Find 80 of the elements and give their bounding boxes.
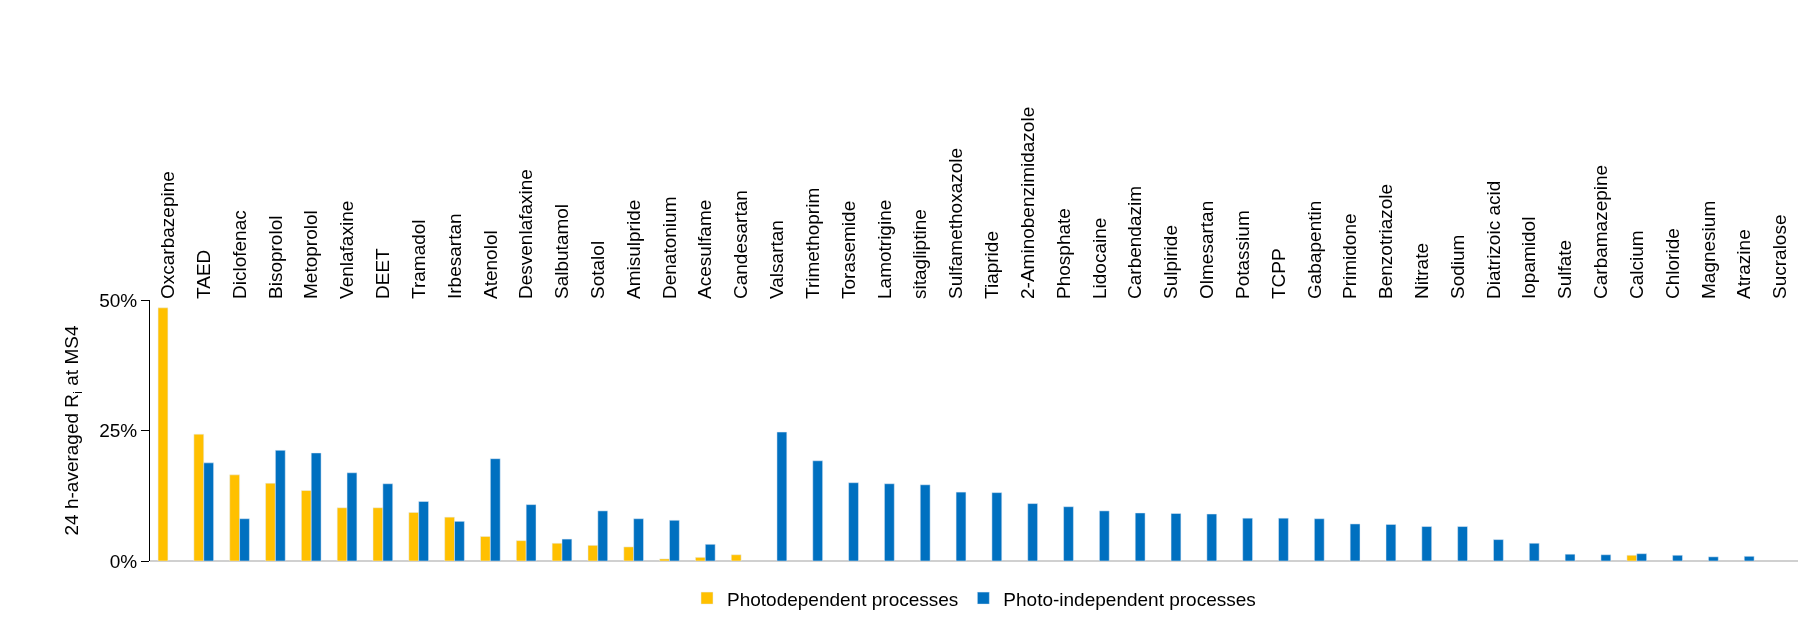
x-tick-label: Lamotrigine [873, 199, 895, 299]
y-tick-label: 50% [99, 289, 138, 311]
x-tick-label: Bisoprolol [264, 215, 286, 299]
x-tick-label: Sotalol [587, 240, 609, 299]
x-tick-label: Magnesium [1697, 200, 1719, 299]
bar [955, 491, 967, 561]
bar [1600, 554, 1612, 561]
x-tick-label: Candesartan [730, 190, 752, 299]
x-tick-label: Tramadol [407, 219, 429, 299]
x-tick-label: Metoprolol [300, 210, 322, 299]
bar [920, 484, 931, 561]
x-tick-label: Primidone [1339, 213, 1361, 299]
bar [848, 482, 859, 561]
x-tick-label: Sulfate [1554, 239, 1576, 299]
x-tick-label: Iopamidol [1518, 216, 1540, 299]
legend-label: Photodependent processes [727, 588, 959, 610]
x-tick-label: Torasemide [837, 200, 859, 299]
x-tick-label: Tiapride [981, 231, 1003, 299]
y-tick-label: 0% [109, 550, 138, 572]
x-tick-label: Trimethoprim [801, 187, 823, 299]
bar [1493, 539, 1504, 561]
x-tick-label: Carbendazim [1124, 186, 1146, 299]
x-tick-label: Amisulpride [622, 199, 644, 299]
bar [1134, 512, 1146, 561]
bar [1564, 553, 1576, 561]
x-tick-label: DEET [372, 247, 394, 299]
x-tick-label: Atrazine [1733, 229, 1755, 299]
bar [1063, 506, 1074, 561]
x-tick-label: Nitrate [1411, 243, 1433, 299]
bar [1349, 523, 1361, 561]
bar [1529, 543, 1540, 561]
bar [1206, 513, 1217, 561]
legend-label: Photo-independent processes [1003, 588, 1256, 610]
x-tick-label: Venlafaxine [336, 200, 358, 299]
x-tick-label: Olmesartan [1196, 200, 1218, 299]
bar [1708, 556, 1719, 561]
x-tick-label: Benzotriazole [1375, 183, 1397, 299]
x-tick-label: Irbesartan [443, 213, 465, 299]
x-tick-label: Salbutamol [551, 203, 573, 299]
bar [1242, 517, 1253, 561]
bar [1099, 510, 1110, 561]
bar [1457, 526, 1468, 561]
x-tick-label: Chloride [1661, 228, 1683, 299]
x-tick-label: Diatrizoic acid [1482, 180, 1504, 299]
bar [991, 492, 1003, 561]
x-tick-label: Calcium [1625, 230, 1647, 299]
bar [1278, 517, 1289, 561]
x-tick-label: Sucralose [1769, 214, 1791, 299]
x-tick-label: Gabapentin [1303, 200, 1325, 299]
x-tick-label: Sulpiride [1160, 225, 1182, 299]
bar [1672, 555, 1683, 561]
x-tick-label: Denatonium [658, 196, 680, 299]
bar [812, 460, 823, 561]
bar [731, 554, 742, 561]
x-tick-label: Phosphate [1052, 208, 1074, 299]
y-tick-label: 25% [99, 420, 138, 442]
bar [157, 307, 169, 561]
x-tick-label: sitagliptine [909, 209, 931, 299]
x-tick-label: Sulfamethoxazole [945, 147, 967, 299]
x-tick-label: Potassium [1231, 210, 1253, 299]
x-tick-label: 2-Aminobenzimidazole [1016, 106, 1038, 299]
x-tick-label: Sodium [1446, 234, 1468, 299]
bar [1421, 526, 1432, 561]
bar [776, 431, 788, 561]
x-tick-label: Atenolol [479, 230, 501, 299]
x-tick-label: TCPP [1267, 248, 1289, 299]
x-tick-label: Lidocaine [1088, 217, 1110, 299]
bar [1744, 556, 1755, 561]
bar [1385, 524, 1397, 561]
bar [1027, 503, 1038, 561]
x-tick-label: Desvenlafaxine [515, 169, 537, 299]
bar [884, 483, 895, 561]
bar [1314, 518, 1325, 561]
x-tick-label: Diclofenac [228, 210, 250, 299]
x-tick-label: Carbamazepine [1590, 164, 1612, 299]
x-tick-label: Acesulfame [694, 199, 716, 299]
x-tick-label: TAED [192, 249, 214, 299]
x-tick-label: Valsartan [766, 220, 788, 299]
bar [1170, 513, 1182, 561]
x-tick-label: Oxcarbazepine [157, 171, 179, 299]
